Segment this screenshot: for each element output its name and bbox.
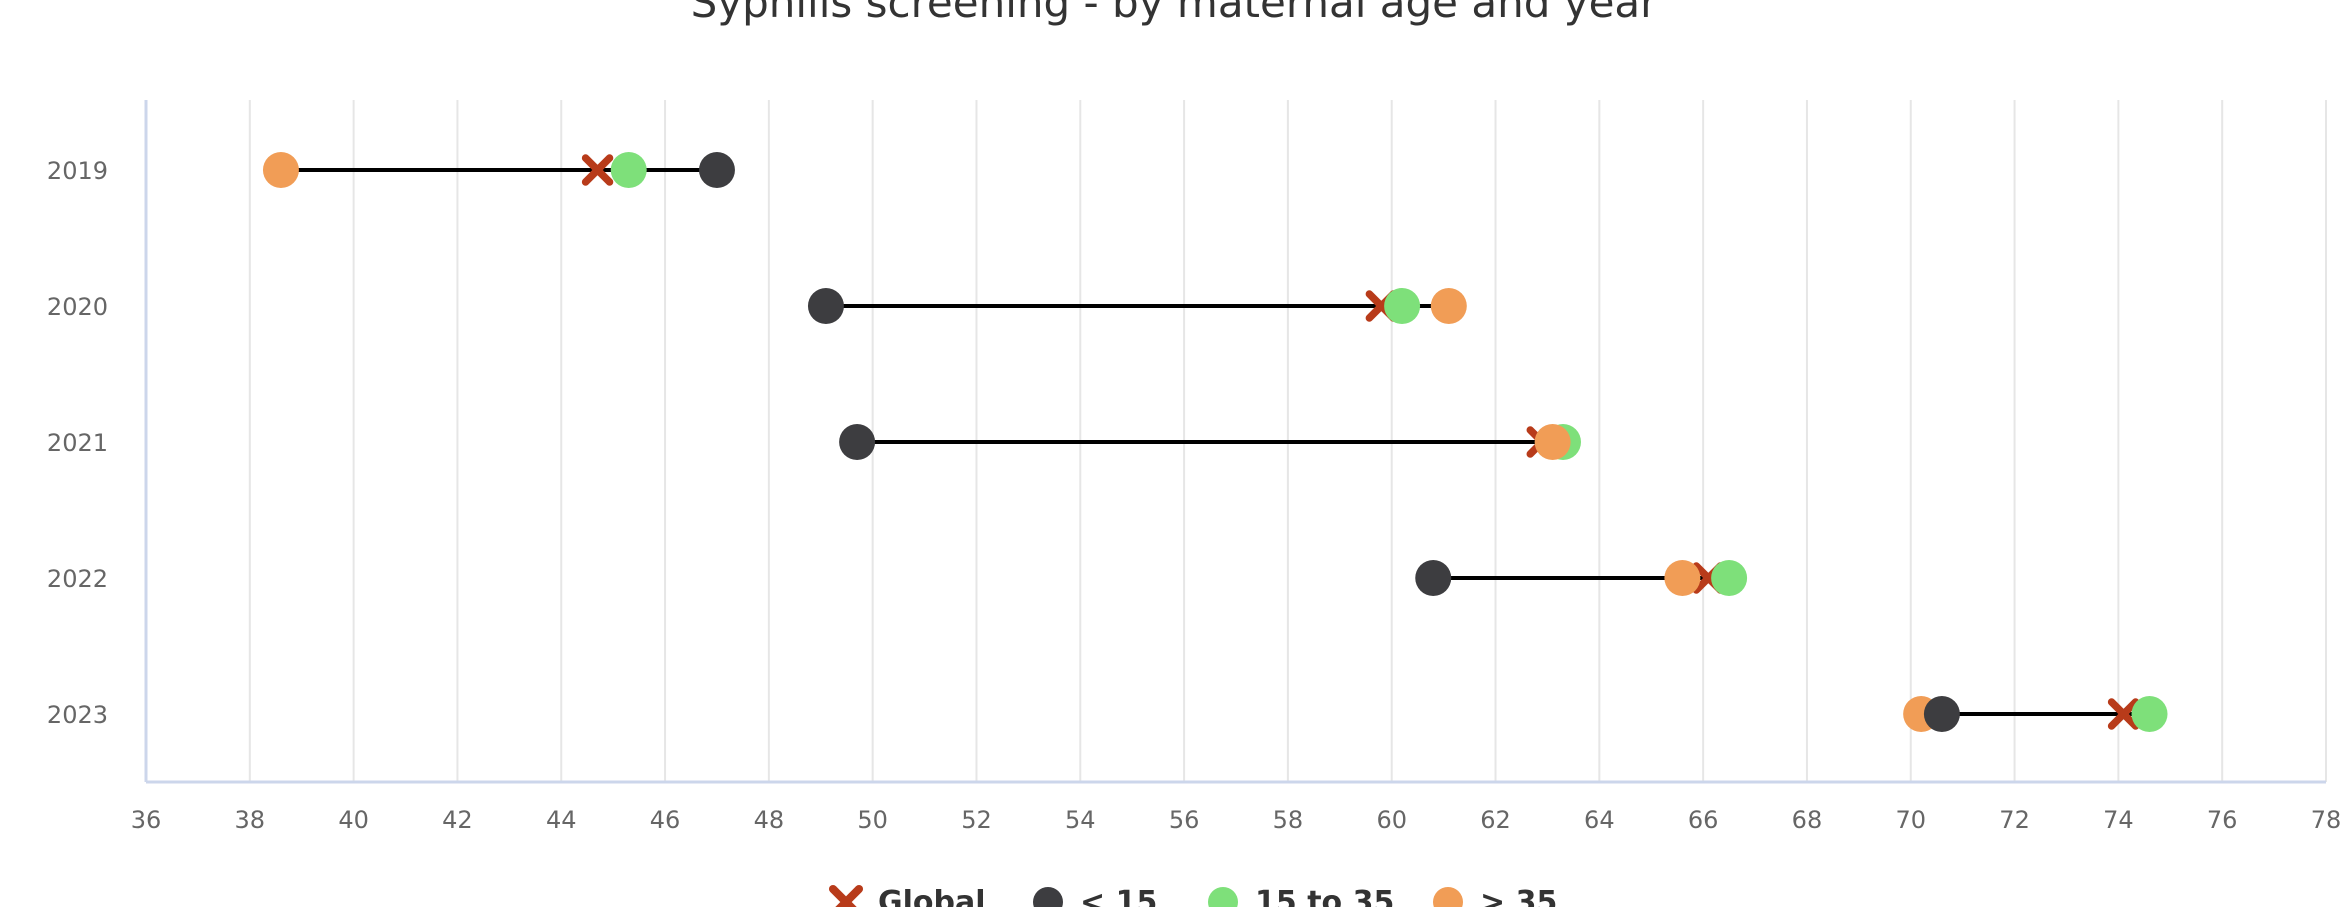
legend-symbol-15-to-35 bbox=[1208, 887, 1238, 907]
y-tick-label: 2022 bbox=[47, 565, 108, 593]
legend-item-15[interactable]: < 15 bbox=[1033, 885, 1157, 907]
x-tick-label: 36 bbox=[131, 806, 162, 834]
legend-symbol-15 bbox=[1033, 887, 1063, 907]
point-15-to-35-2020[interactable] bbox=[1384, 288, 1421, 324]
x-tick-label: 40 bbox=[338, 806, 369, 834]
y-axis-tick-labels: 2019 2020 2021 2022 2023 bbox=[47, 157, 108, 729]
data-points bbox=[262, 152, 2168, 732]
legend-symbol-global bbox=[828, 884, 864, 907]
legend-symbol-35 bbox=[1433, 887, 1463, 907]
x-tick-label: 48 bbox=[754, 806, 785, 834]
x-tick-label: 58 bbox=[1273, 806, 1304, 834]
y-tick-label: 2023 bbox=[47, 701, 108, 729]
legend-item-global[interactable]: Global bbox=[828, 884, 986, 907]
chart-title: Syphilis screening - by maternal age and… bbox=[690, 0, 1658, 27]
x-tick-label: 74 bbox=[2103, 806, 2134, 834]
point-35-2019[interactable] bbox=[262, 152, 299, 188]
x-tick-label: 44 bbox=[546, 806, 577, 834]
y-tick-label: 2020 bbox=[47, 293, 108, 321]
axes bbox=[144, 100, 2326, 784]
y-tick-label: 2021 bbox=[47, 429, 108, 457]
legend-item-35[interactable]: > 35 bbox=[1433, 885, 1557, 907]
x-axis-tick-labels: 36 38 40 42 44 46 48 50 52 54 56 58 60 62 64 66 68 70 72 74… bbox=[131, 806, 2342, 834]
x-tick-label: 52 bbox=[961, 806, 992, 834]
x-tick-label: 50 bbox=[857, 806, 888, 834]
x-tick-label: 42 bbox=[442, 806, 473, 834]
x-tick-label: 38 bbox=[235, 806, 266, 834]
x-tick-label: 70 bbox=[1895, 806, 1926, 834]
point-15-2019[interactable] bbox=[698, 152, 735, 188]
point-15-to-35-2019[interactable] bbox=[610, 152, 647, 188]
legend-label-15: < 15 bbox=[1080, 885, 1157, 907]
point-35-2020[interactable] bbox=[1430, 288, 1467, 324]
x-tick-label: 78 bbox=[2311, 806, 2342, 834]
point-global-2019 bbox=[581, 154, 614, 186]
x-tick-label: 54 bbox=[1065, 806, 1096, 834]
legend-item-15-to-35[interactable]: 15 to 35 bbox=[1208, 885, 1394, 907]
x-tick-label: 56 bbox=[1169, 806, 1200, 834]
x-tick-label: 66 bbox=[1688, 806, 1719, 834]
legend-label-global: Global bbox=[878, 885, 986, 907]
point-15-to-35-2022[interactable] bbox=[1711, 560, 1748, 596]
x-tick-label: 62 bbox=[1480, 806, 1511, 834]
legend-label-15-to-35: 15 to 35 bbox=[1255, 885, 1394, 907]
legend-label-35: > 35 bbox=[1480, 885, 1557, 907]
x-tick-label: 46 bbox=[650, 806, 681, 834]
point-15-2022[interactable] bbox=[1415, 560, 1452, 596]
point-35-2021[interactable] bbox=[1534, 424, 1571, 460]
x-tick-label: 72 bbox=[1999, 806, 2030, 834]
point-15-2020[interactable] bbox=[807, 288, 844, 324]
legend[interactable]: Global < 15 15 to 35 > 35 bbox=[828, 884, 1557, 907]
x-tick-label: 68 bbox=[1792, 806, 1823, 834]
point-35-2022[interactable] bbox=[1664, 560, 1701, 596]
x-tick-label: 60 bbox=[1376, 806, 1407, 834]
x-tick-label: 64 bbox=[1584, 806, 1615, 834]
x-tick-label: 76 bbox=[2207, 806, 2238, 834]
point-15-2021[interactable] bbox=[839, 424, 876, 460]
point-15-2023[interactable] bbox=[1923, 696, 1960, 732]
point-global-2023 bbox=[2107, 698, 2140, 730]
y-tick-label: 2019 bbox=[47, 157, 108, 185]
point-15-to-35-2023[interactable] bbox=[2131, 696, 2168, 732]
